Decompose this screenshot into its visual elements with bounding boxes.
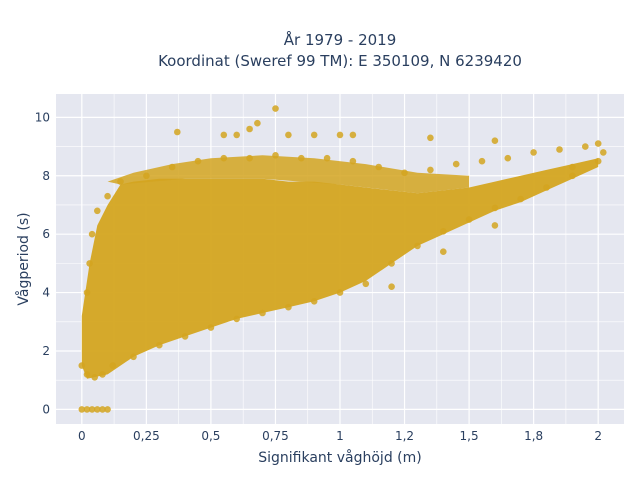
scatter-point (246, 154, 253, 162)
scatter-point (362, 280, 370, 288)
scatter-point (401, 169, 408, 177)
scatter-point (104, 192, 111, 200)
x-tick-label: 0,5 (201, 429, 220, 443)
scatter-point (388, 260, 395, 267)
scatter-point (491, 204, 499, 212)
scatter-point (465, 216, 473, 223)
scatter-point (233, 131, 240, 139)
scatter-point (156, 341, 163, 349)
scatter-point (117, 178, 124, 185)
scatter-point (99, 371, 106, 378)
scatter-point (272, 152, 279, 159)
scatter-point (427, 166, 434, 174)
scatter-point (272, 105, 279, 112)
scatter-point (427, 134, 434, 142)
scatter-point (336, 289, 344, 296)
scatter-point (323, 154, 331, 162)
x-tick-label: 1 (336, 429, 344, 443)
scatter-point (88, 230, 96, 238)
scatter-point (220, 131, 228, 139)
scatter-point (94, 207, 101, 215)
scatter-point (91, 374, 98, 381)
x-tick-label: 1,5 (460, 429, 479, 443)
scatter-point (285, 303, 292, 311)
scatter-point (220, 154, 228, 162)
scatter-point (86, 260, 93, 267)
scatter-point (388, 283, 395, 291)
scatter-point (99, 406, 106, 413)
chart-title-line-1: År 1979 - 2019 (284, 30, 397, 49)
dense-cloud-region (81, 158, 599, 379)
scatter-point (310, 131, 318, 139)
x-axis-ticks: 0 0,25 0,5 0,75 1 1,2 1,5 1,8 2 (78, 429, 602, 443)
scatter-point (109, 362, 117, 369)
scatter-point (298, 154, 305, 162)
scatter-point (600, 149, 607, 156)
scatter-point (478, 157, 486, 165)
scatter-point (530, 149, 537, 156)
chart-title-line-2: Koordinat (Sweref 99 TM): E 350109, N 62… (158, 52, 522, 70)
y-tick-label: 2 (42, 344, 50, 358)
y-tick-label: 6 (42, 227, 50, 241)
scatter-point (310, 298, 318, 305)
y-axis-ticks: 0 2 4 6 8 10 (35, 110, 50, 416)
x-tick-label: 2 (594, 429, 602, 443)
scatter-point (78, 362, 86, 369)
x-tick-label: 1,8 (524, 429, 543, 443)
scatter-point (259, 309, 266, 317)
point-cloud (81, 155, 599, 379)
y-tick-label: 10 (35, 110, 50, 124)
y-tick-label: 4 (42, 286, 50, 300)
scatter-point (143, 172, 150, 180)
y-axis-label: Vågperiod (s) (15, 212, 32, 305)
scatter-point (543, 184, 550, 191)
scatter-point (83, 406, 91, 413)
scatter-point (168, 163, 176, 171)
y-tick-label: 8 (42, 169, 50, 183)
scatter-point (594, 140, 602, 147)
scatter-point (440, 228, 447, 235)
scatter-point (104, 406, 111, 413)
scatter-point (174, 128, 181, 136)
scatter-point (83, 371, 91, 378)
scatter-point (78, 406, 86, 413)
scatter-point (130, 353, 137, 361)
scatter-point (285, 131, 292, 139)
scatter-point (336, 131, 344, 139)
x-axis-label: Signifikant våghöjd (m) (258, 449, 421, 466)
scatter-points (78, 105, 607, 413)
scatter-point (349, 157, 357, 165)
scatter-point (504, 154, 512, 162)
scatter-point (594, 157, 602, 165)
scatter-point (556, 146, 563, 153)
scatter-point (452, 160, 460, 168)
scatter-point (349, 131, 357, 139)
scatter-point (414, 242, 421, 250)
scatter-point (94, 406, 101, 413)
x-tick-label: 0,75 (262, 429, 289, 443)
scatter-point (569, 172, 576, 180)
x-tick-label: 1,2 (395, 429, 414, 443)
x-tick-label: 0,25 (133, 429, 160, 443)
scatter-point (491, 137, 499, 144)
scatter-point (246, 125, 253, 133)
scatter-point (254, 119, 261, 127)
scatter-point (83, 289, 91, 296)
upper-cloud-region (107, 155, 470, 194)
scatter-point (88, 406, 96, 413)
scatter-point (569, 163, 576, 171)
x-tick-label: 0 (78, 429, 86, 443)
scatter-point (582, 143, 589, 150)
scatter-point (233, 315, 240, 323)
scatter-point (491, 222, 499, 229)
scatter-point (194, 157, 202, 165)
scatter-point (181, 333, 189, 340)
scatter-point (207, 324, 215, 331)
scatter-point (440, 248, 447, 255)
y-tick-label: 0 (42, 402, 50, 416)
scatter-point (517, 195, 524, 203)
scatter-point (375, 163, 383, 171)
